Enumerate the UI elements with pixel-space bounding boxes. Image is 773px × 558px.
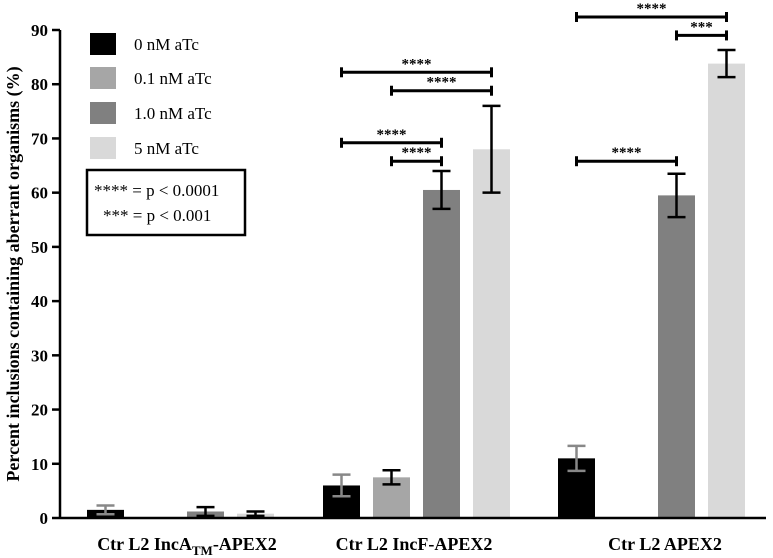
bars [87,48,745,519]
bar-3-1 [473,149,510,519]
legend-swatch-2 [90,102,116,124]
x-category-label-2-main: Ctr L2 APEX2 [608,534,722,554]
pvalue-legend: **** = p < 0.0001 *** = p < 0.001 [85,168,247,237]
sig-label-2: **** [377,127,407,143]
x-category-label-0-subscript: TM [192,543,213,558]
pvalue-note-0: **** = p < 0.0001 [94,181,219,200]
y-tick-label-7: 70 [31,129,48,148]
category-labels: Ctr L2 IncATM-APEX2 Ctr L2 IncF-APEX2 Ctr … [97,534,722,558]
bar-2-2 [658,195,695,518]
bar-3-2 [708,63,745,519]
legend: 0 nM aTc 0.1 nM aTc 1.0 nM aTc 5 nM aTc [90,33,212,159]
bar-2-1 [423,189,460,518]
y-axis-label: Percent inclusions containing aberrant o… [3,66,24,481]
x-category-label-0-suffix: -APEX2 [213,534,277,554]
legend-label-2: 1.0 nM aTc [134,104,212,123]
y-tick-label-2: 20 [31,401,48,420]
x-category-label-2: Ctr L2 APEX2 [608,534,722,554]
x-category-label-1: Ctr L2 IncF-APEX2 [336,534,493,554]
x-category-label-0-main: Ctr L2 IncA [97,534,192,554]
legend-label-3: 5 nM aTc [134,139,199,158]
x-category-label-1-main: Ctr L2 IncF-APEX2 [336,534,493,554]
y-tick-label-1: 10 [31,455,48,474]
legend-label-0: 0 nM aTc [134,35,199,54]
significance-brackets: *************************** [340,1,728,167]
y-tick-label-6: 60 [31,184,48,203]
sig-label-6: **** [612,145,642,161]
sig-label-0: **** [402,56,432,72]
legend-label-1: 0.1 nM aTc [134,69,212,88]
sig-label-3: **** [402,145,432,161]
pvalue-legend-box [85,168,247,237]
y-tick-label-9: 90 [31,21,48,40]
y-tick-label-5: 50 [31,238,48,257]
legend-swatch-3 [90,137,116,159]
sig-label-4: **** [637,1,667,17]
y-tick-label-3: 30 [31,346,48,365]
y-tick-label-4: 40 [31,292,48,311]
x-category-label-0: Ctr L2 IncATM-APEX2 [97,534,277,558]
axes: 0 10 20 30 40 50 60 70 80 90 [31,21,766,528]
legend-swatch-0 [90,33,116,55]
pvalue-note-1: *** = p < 0.001 [103,206,211,225]
sig-label-5: *** [690,19,713,35]
sig-label-1: **** [427,75,457,91]
y-tick-label-8: 80 [31,75,48,94]
y-tick-label-0: 0 [40,509,49,528]
legend-swatch-1 [90,67,116,89]
